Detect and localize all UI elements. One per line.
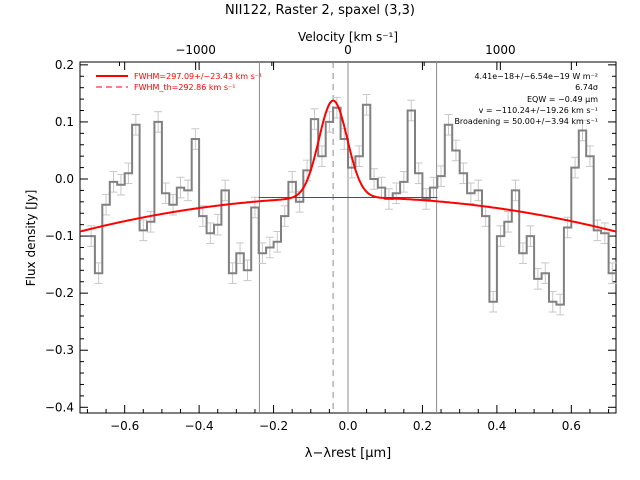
top-axis-title: Velocity [km s⁻¹] bbox=[298, 30, 398, 44]
x-tick-label: 0.2 bbox=[413, 419, 432, 433]
y-tick-label: 0.0 bbox=[55, 172, 74, 186]
fit-annotations: 4.41e−18+/−6.54e−19 W m⁻² 6.74σ EQW = −0… bbox=[454, 72, 598, 126]
x-tick-label: 0.4 bbox=[487, 419, 506, 433]
annotation-snr: 6.74σ bbox=[575, 83, 598, 92]
legend-label-fwhm: FWHM=297.09+/−23.43 km s⁻¹ bbox=[134, 72, 262, 81]
annotation-broadening: Broadening = 50.00+/−3.94 km s⁻¹ bbox=[454, 117, 598, 126]
annotation-eqw: EQW = −0.49 μm bbox=[527, 95, 598, 104]
spectrum-series bbox=[87, 103, 616, 306]
x-tick-label: 0.6 bbox=[562, 419, 581, 433]
x-tick-label: −0.4 bbox=[185, 419, 214, 433]
x-tick-label: −0.6 bbox=[110, 419, 139, 433]
y-tick-label: 0.1 bbox=[55, 115, 74, 129]
legend-label-fwhm-th: FWHM_th=292.86 km s⁻¹ bbox=[134, 83, 235, 92]
spectrum-step-line bbox=[87, 103, 616, 306]
annotation-velocity: v = −110.24+/−19.26 km s⁻¹ bbox=[479, 106, 598, 115]
top-tick-label: 0 bbox=[344, 43, 352, 57]
annotation-flux: 4.41e−18+/−6.54e−19 W m⁻² bbox=[474, 72, 598, 81]
y-tick-label: −0.4 bbox=[45, 400, 74, 414]
top-tick-label: 1000 bbox=[485, 43, 516, 57]
y-tick-label: −0.1 bbox=[45, 229, 74, 243]
legend: FWHM=297.09+/−23.43 km s⁻¹ FWHM_th=292.8… bbox=[96, 72, 262, 92]
y-tick-label: 0.2 bbox=[55, 58, 74, 72]
error-bars bbox=[87, 94, 617, 316]
y-tick-label: −0.3 bbox=[45, 343, 74, 357]
fit-gaussian-line bbox=[79, 99, 617, 233]
chart-title: NII122, Raster 2, spaxel (3,3) bbox=[225, 3, 415, 18]
y-axis-title: Flux density [Jy] bbox=[24, 190, 38, 287]
fit-series bbox=[79, 99, 617, 233]
top-tick-label: −1000 bbox=[175, 43, 216, 57]
reference-lines bbox=[258, 62, 438, 413]
x-tick-label: −0.2 bbox=[259, 419, 288, 433]
x-tick-label: 0.0 bbox=[338, 419, 357, 433]
y-tick-label: −0.2 bbox=[45, 286, 74, 300]
x-axis-title: λ−λrest [μm] bbox=[305, 446, 391, 461]
